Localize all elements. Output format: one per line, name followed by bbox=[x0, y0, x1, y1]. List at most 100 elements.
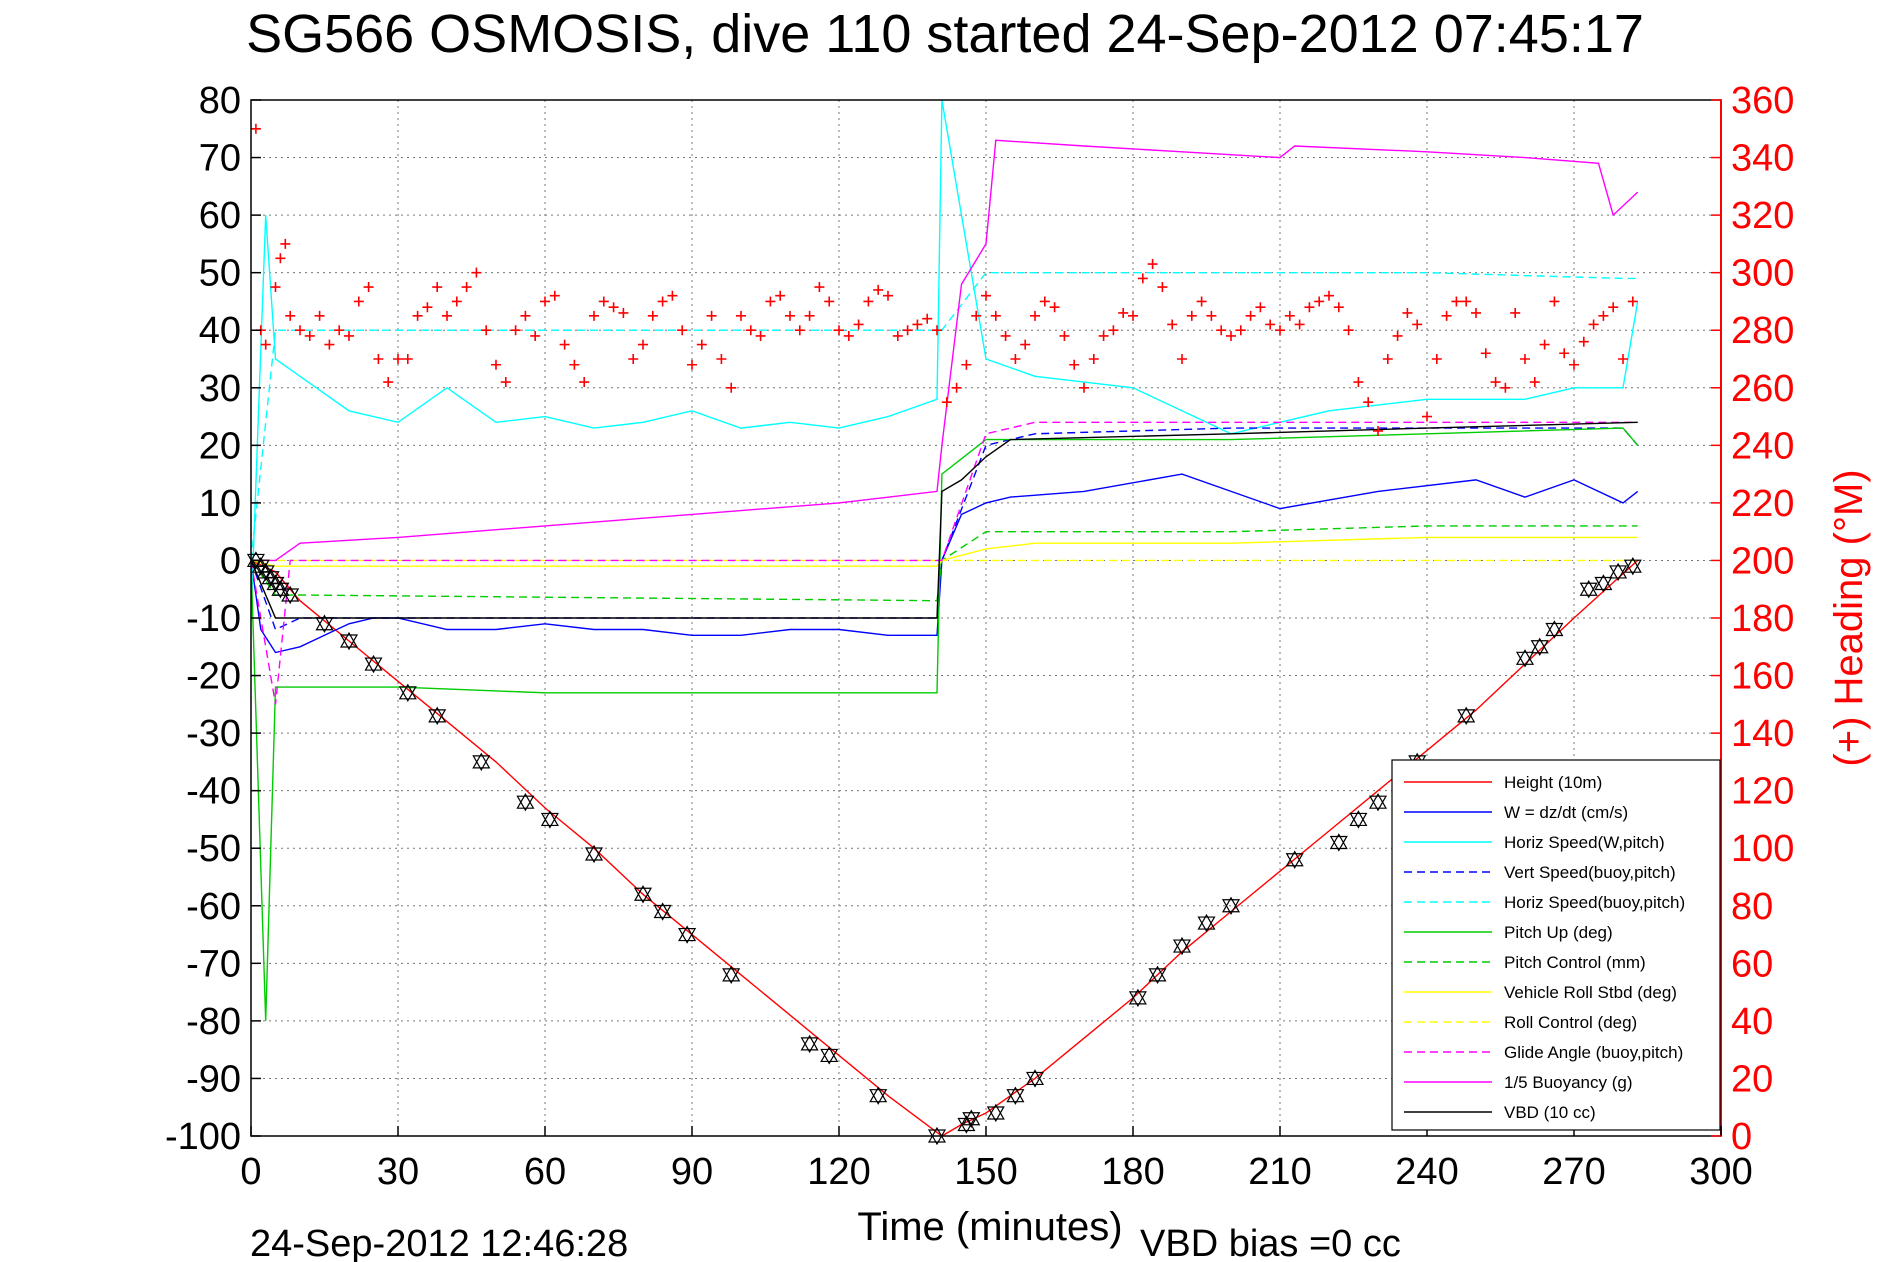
heading-point bbox=[1627, 296, 1638, 307]
heading-point bbox=[1137, 273, 1148, 284]
y-tick-label: -80 bbox=[186, 1001, 241, 1043]
x-tick-label: 270 bbox=[1542, 1151, 1605, 1193]
y-axis-ticks: 80 70 60 50 40 30 20 10 0 -10 -20 -30 -40 -50 -60 -70 -8… bbox=[165, 80, 261, 1158]
heading-point bbox=[1265, 319, 1276, 330]
vbd-marker bbox=[1368, 792, 1388, 812]
heading-point bbox=[1441, 310, 1452, 321]
vbd-marker bbox=[428, 706, 447, 726]
heading-point bbox=[1049, 302, 1060, 313]
y-right-tick-label: 240 bbox=[1731, 425, 1794, 467]
heading-point bbox=[1363, 397, 1374, 408]
heading-point bbox=[932, 325, 942, 336]
heading-point bbox=[990, 310, 1001, 321]
heading-point bbox=[1598, 310, 1609, 321]
heading-point bbox=[1569, 359, 1579, 370]
heading-point bbox=[540, 296, 550, 307]
vbd-marker bbox=[820, 1046, 839, 1065]
heading-point bbox=[1235, 325, 1246, 336]
y-axis-right-ticks: 3603403203002802602402202001801601401201… bbox=[1711, 80, 1794, 1158]
x-tick-label: 300 bbox=[1689, 1151, 1752, 1193]
legend: Height (10m) W = dz/dt (cm/s) Horiz Speed(… bbox=[1391, 759, 1721, 1131]
vbd-marker bbox=[1579, 580, 1598, 599]
y-tick-label: -90 bbox=[186, 1058, 241, 1100]
heading-point bbox=[873, 284, 884, 295]
heading-point bbox=[1520, 354, 1530, 364]
heading-point bbox=[451, 296, 462, 307]
legend-label: Vert Speed(buoy,pitch) bbox=[1504, 863, 1676, 882]
heading-point bbox=[638, 339, 648, 350]
heading-point bbox=[1196, 296, 1207, 307]
heading-point bbox=[1324, 290, 1334, 301]
heading-point bbox=[1284, 310, 1295, 321]
heading-point bbox=[304, 330, 315, 341]
vbd-marker bbox=[1221, 896, 1241, 915]
vbd-marker bbox=[271, 580, 290, 599]
heading-point bbox=[491, 359, 501, 370]
heading-point bbox=[1490, 377, 1501, 388]
heading-point bbox=[1088, 354, 1099, 364]
vbd-marker bbox=[800, 1034, 819, 1054]
heading-point bbox=[657, 296, 668, 307]
heading-point bbox=[804, 310, 815, 321]
y-right-tick-label: 300 bbox=[1731, 253, 1794, 295]
heading-point bbox=[1529, 377, 1540, 388]
heading-point bbox=[250, 123, 261, 134]
vbd-marker bbox=[1515, 649, 1535, 668]
legend-label: W = dz/dt (cm/s) bbox=[1504, 803, 1628, 822]
heading-point bbox=[1118, 307, 1129, 318]
heading-point bbox=[1578, 336, 1589, 347]
y-tick-label: 30 bbox=[199, 368, 241, 410]
y-right-tick-label: 180 bbox=[1731, 598, 1794, 640]
chart-title: SG566 OSMOSIS, dive 110 started 24-Sep-2… bbox=[246, 4, 1644, 64]
heading-point bbox=[1108, 325, 1119, 336]
y-tick-label: 40 bbox=[199, 310, 241, 352]
legend-label: Pitch Up (deg) bbox=[1504, 923, 1613, 942]
legend-label: Height (10m) bbox=[1504, 773, 1602, 792]
heading-point bbox=[260, 339, 271, 350]
heading-point bbox=[1373, 425, 1383, 436]
x-tick-label: 240 bbox=[1395, 1151, 1458, 1193]
vbd-marker bbox=[1594, 574, 1613, 593]
y-right-tick-label: 260 bbox=[1731, 368, 1794, 410]
heading-point bbox=[1304, 302, 1315, 313]
y-tick-label: -10 bbox=[186, 598, 241, 640]
vbd-marker bbox=[1148, 965, 1167, 985]
vbd-marker bbox=[1172, 936, 1192, 956]
heading-point bbox=[814, 282, 825, 293]
y-tick-label: -50 bbox=[186, 828, 241, 870]
heading-point bbox=[745, 325, 756, 336]
vbd-marker bbox=[869, 1086, 888, 1105]
heading-point bbox=[1216, 325, 1227, 336]
vbd-marker bbox=[1128, 988, 1147, 1008]
heading-point bbox=[1343, 325, 1354, 336]
vbd-marker bbox=[1006, 1086, 1025, 1105]
heading-point bbox=[951, 382, 962, 393]
x-axis-ticks: 0 30 60 90 120 150 180 210 240 270 300 bbox=[240, 1126, 1753, 1193]
heading-point bbox=[402, 354, 413, 364]
heading-point bbox=[1069, 359, 1080, 370]
series-line-3 bbox=[250, 427, 1639, 631]
heading-point bbox=[961, 359, 972, 370]
vbd-marker bbox=[927, 1126, 947, 1146]
heading-point bbox=[1461, 296, 1472, 307]
heading-point bbox=[1206, 310, 1217, 321]
legend-label: Glide Angle (buoy,pitch) bbox=[1504, 1043, 1683, 1062]
x-tick-label: 120 bbox=[807, 1151, 870, 1193]
heading-point bbox=[1402, 307, 1413, 318]
heading-point bbox=[853, 319, 864, 330]
heading-point bbox=[1559, 348, 1570, 359]
vbd-marker bbox=[962, 1109, 981, 1128]
heading-point bbox=[1177, 354, 1187, 364]
heading-point bbox=[275, 253, 286, 264]
heading-point bbox=[1245, 310, 1256, 321]
legend-label: Horiz Speed(buoy,pitch) bbox=[1504, 893, 1685, 912]
y-right-tick-label: 100 bbox=[1731, 828, 1794, 870]
legend-label: Roll Control (deg) bbox=[1504, 1013, 1637, 1032]
heading-point bbox=[1275, 325, 1285, 336]
y-tick-label: -20 bbox=[186, 656, 241, 698]
heading-point bbox=[1226, 330, 1236, 341]
series-line-2 bbox=[250, 99, 1639, 619]
heading-point bbox=[941, 397, 952, 408]
y-right-tick-label: 20 bbox=[1731, 1058, 1773, 1100]
heading-point bbox=[1422, 411, 1432, 422]
